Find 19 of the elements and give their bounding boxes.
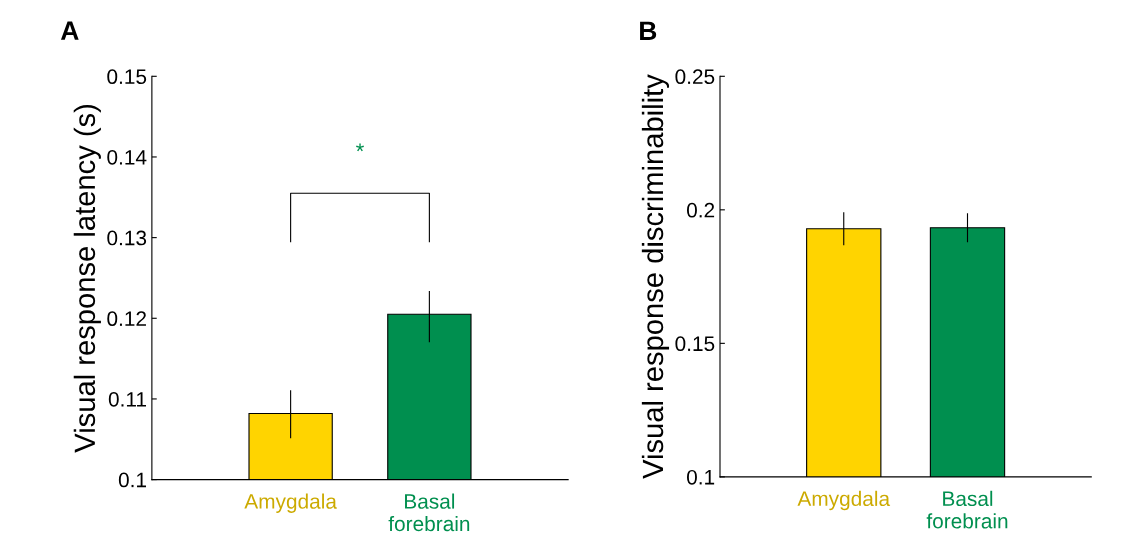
y-tick-label: 0.11 [108, 391, 146, 407]
y-tick-label: 0.12 [107, 311, 146, 327]
y-tick-label: 0.15 [107, 69, 147, 85]
y-tick-label: 0.2 [686, 202, 715, 218]
x-tick-label: Basal forebrain [388, 493, 470, 532]
x-tick-label: Amygdala [244, 493, 337, 513]
annotation: * [356, 143, 364, 152]
y-tick-label: 0.14 [107, 149, 147, 165]
chart-title: A [60, 21, 79, 40]
x-tick-label: Amygdala [797, 490, 891, 511]
chart-title: B [640, 21, 657, 40]
y-tick-label: 0.1 [686, 469, 715, 485]
y-axis-title: Visual response latency (s) [73, 104, 101, 453]
y-tick-label: 0.1 [118, 472, 146, 488]
y-axis-title: Visual response discriminability [641, 74, 670, 479]
y-tick-label: 0.13 [107, 230, 147, 246]
x-tick-label: Basal forebrain [926, 490, 1008, 529]
y-tick-label: 0.15 [675, 336, 715, 352]
y-tick-label: 0.25 [675, 69, 715, 85]
